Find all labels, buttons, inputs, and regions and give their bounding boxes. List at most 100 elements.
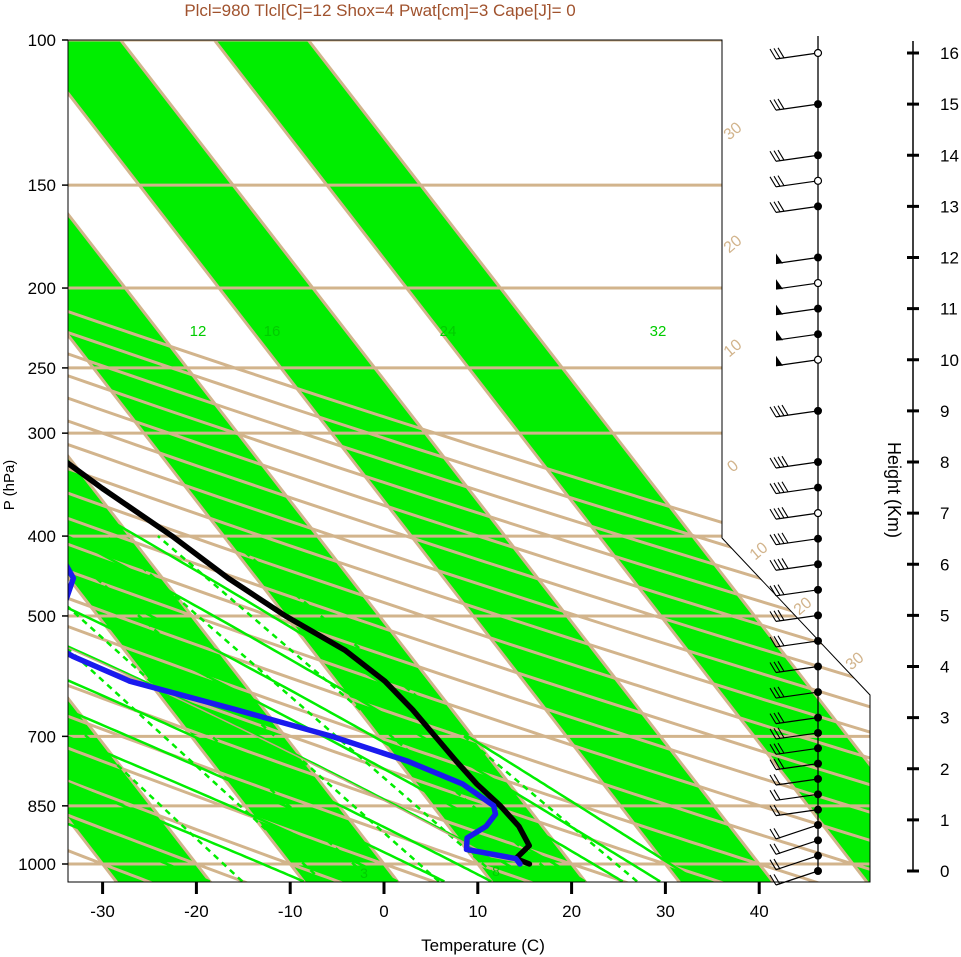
wind-barb-column: [769, 36, 823, 886]
moist-adiabat-5: [68, 366, 539, 882]
mixing-ratio-12: [157, 535, 562, 882]
temp-tick-label-0: 0: [379, 902, 388, 921]
mixing-label-lower-3: 3: [360, 865, 368, 881]
dry-adiabat-0: [68, 40, 482, 882]
isotherm-20: [68, 40, 600, 882]
dry-adiabat-110: [68, 40, 870, 882]
sounding-profiles: [68, 40, 533, 867]
moist-adiabat-1: [68, 366, 305, 882]
mixing-ratio-20: [225, 535, 638, 882]
isotherm--40: [0, 2, 35, 898]
dry-adiabat-20: [68, 40, 675, 882]
temperature-axis: -30 -20 -10 0 10 20 30 40: [90, 882, 769, 921]
wind-barb-12: [769, 661, 822, 674]
dry-adiabat-70: [68, 40, 870, 882]
wind-barb-8: [769, 742, 822, 755]
dry-adiabat-150: [68, 40, 870, 882]
dry-adiabat-80: [68, 40, 870, 882]
height-tick-label-3: 3: [940, 709, 949, 728]
temp-tick-label--20: -20: [184, 902, 209, 921]
wind-barb-18: [769, 507, 823, 520]
height-tick-label-15: 15: [940, 95, 959, 114]
pressure-axis: 100 150 200 250 300 400 500 700 850 1000: [18, 31, 68, 874]
wind-barb-13: [769, 635, 822, 648]
wind-barb-9: [769, 727, 822, 740]
isotherm-label-30: 30: [721, 119, 746, 144]
wind-barb-1: [769, 851, 822, 871]
parcel-line: [68, 287, 530, 865]
temp-tick-label--10: -10: [278, 902, 303, 921]
wind-barb-26: [775, 253, 822, 265]
series-dewpoint: [68, 40, 523, 867]
mixing-ratio-2: [68, 535, 324, 882]
height-tick-label-7: 7: [940, 504, 949, 523]
wind-barb-31: [769, 47, 823, 60]
pressure-tick-label-850: 850: [28, 797, 56, 816]
wind-barb-19: [769, 481, 822, 495]
wind-barb-22: [775, 355, 823, 367]
wind-barb-5: [769, 789, 822, 801]
wind-barb-20: [769, 455, 822, 469]
series-temperature: [68, 40, 533, 867]
moist-adiabat-7: [68, 366, 624, 882]
isotherm--10: [68, 40, 318, 882]
wind-barb-29: [769, 149, 822, 162]
wind-barb-28: [769, 175, 823, 188]
y-axis-label: P (hPa): [1, 460, 18, 511]
isotherm-0: [68, 40, 412, 882]
temp-tick-label-10: 10: [468, 902, 487, 921]
wind-barb-7: [769, 758, 822, 771]
temp-tick-label-40: 40: [750, 902, 769, 921]
dry-adiabat-100: [68, 40, 870, 882]
dry-adiabat-90: [68, 40, 870, 882]
x-axis-label: Temperature (C): [421, 936, 545, 955]
moist-adiabat-3: [68, 366, 445, 882]
height-tick-label-5: 5: [940, 606, 949, 625]
wind-barb-24: [775, 304, 822, 316]
moist-adiabat-6: [68, 366, 586, 882]
dry-adiabat-140: [68, 40, 870, 882]
height-tick-label-2: 2: [940, 760, 949, 779]
temp-tick-label--30: -30: [90, 902, 115, 921]
mixing-label-32: 32: [650, 323, 667, 340]
wind-barb-10: [769, 712, 822, 725]
temperature-bands: [68, 40, 870, 882]
mixing-label-12: 12: [190, 323, 207, 340]
parcel-path: [68, 287, 530, 865]
pressure-tick-label-500: 500: [28, 607, 56, 626]
mixing-ratio-lines: [68, 535, 638, 882]
pressure-tick-label-400: 400: [28, 527, 56, 546]
moist-adiabat-8: [68, 366, 661, 882]
moist-adiabat-0: [68, 366, 211, 882]
dry-adiabat-160: [68, 40, 870, 882]
isotherm-50: [183, 40, 870, 882]
pressure-tick-label-100: 100: [28, 31, 56, 50]
temp-tick-label-30: 30: [656, 902, 675, 921]
wind-barb-25: [775, 278, 823, 290]
height-tick-label-0: 0: [940, 862, 949, 881]
mixing-ratio-3: [68, 535, 374, 882]
wind-barb-27: [769, 200, 822, 213]
height-tick-label-1: 1: [940, 811, 949, 830]
wind-barb-21: [769, 404, 822, 418]
temp-tick-label-20: 20: [562, 902, 581, 921]
wind-barb-4: [769, 804, 822, 817]
wind-barb-3: [769, 820, 822, 840]
dry-adiabat--20: [68, 40, 289, 882]
wind-barb-6: [769, 774, 822, 786]
isotherm-10: [68, 40, 506, 882]
wind-barb-30: [769, 98, 822, 111]
height-tick-label-4: 4: [940, 658, 949, 677]
mixing-label-lower-8: 8: [492, 863, 500, 879]
isotherm-label-20: 20: [721, 232, 746, 257]
height-tick-label-16: 16: [940, 44, 959, 63]
pressure-tick-label-700: 700: [28, 727, 56, 746]
height-tick-label-6: 6: [940, 555, 949, 574]
moist-adiabats: [68, 366, 699, 882]
pressure-tick-label-1000: 1000: [18, 855, 56, 874]
dry-adiabat--10: [68, 40, 386, 882]
wind-barb-11: [769, 686, 822, 699]
pressure-tick-label-300: 300: [28, 424, 56, 443]
band--10: [68, 40, 411, 882]
